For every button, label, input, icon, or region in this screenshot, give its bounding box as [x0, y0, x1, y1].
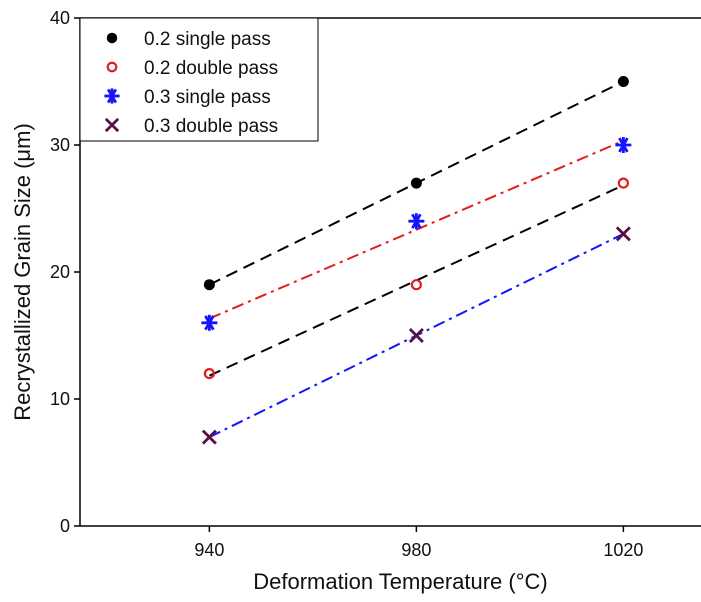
data-point	[106, 61, 118, 73]
marker-ring	[203, 368, 215, 380]
y-tick-label: 20	[50, 262, 70, 282]
x-axis-label: Deformation Temperature (°C)	[253, 569, 548, 594]
legend-item: 0.3 double pass	[104, 116, 278, 137]
x-tick-label: 940	[194, 540, 224, 560]
y-tick-label: 10	[50, 389, 70, 409]
data-point	[104, 88, 120, 104]
y-tick-label: 30	[50, 135, 70, 155]
marker-stroke	[408, 328, 424, 343]
marker-dot	[410, 177, 422, 189]
data-point	[203, 279, 215, 291]
legend-label: 0.3 double pass	[144, 116, 278, 137]
data-point	[408, 328, 424, 343]
legend-item: 0.2 double pass	[106, 58, 278, 79]
legend: 0.2 single pass 0.2 double pass 0.3 single…	[79, 17, 319, 142]
data-point	[201, 429, 217, 445]
x-tick-label: 980	[401, 540, 431, 560]
legend-item: 0.2 single pass	[106, 29, 271, 50]
data-point	[615, 137, 632, 153]
legend-item: 0.3 single pass	[104, 87, 271, 108]
data-point	[106, 32, 118, 44]
marker-dot	[617, 76, 629, 87]
data-point	[104, 117, 120, 133]
data-point	[615, 226, 631, 242]
fit-line	[208, 139, 624, 320]
marker-ring	[617, 177, 629, 189]
data-point	[410, 279, 422, 291]
marker-ring	[410, 279, 422, 291]
marker-stroke	[104, 117, 120, 133]
legend-label: 0.3 single pass	[144, 87, 271, 108]
marker-stroke	[615, 226, 631, 242]
plot-area	[201, 76, 632, 445]
y-axis-label: Recrystallized Grain Size (μm)	[10, 123, 35, 421]
marker-dot	[203, 279, 215, 291]
marker-stroke	[201, 429, 217, 445]
data-point	[410, 177, 422, 189]
data-point	[201, 314, 218, 331]
data-point	[408, 213, 425, 230]
legend-box	[79, 17, 319, 142]
legend-label: 0.2 single pass	[144, 29, 271, 50]
data-point	[617, 76, 629, 87]
marker-dot	[106, 32, 118, 44]
legend-label: 0.2 double pass	[144, 58, 278, 79]
x-tick-label: 1020	[603, 540, 643, 560]
y-tick-label: 0	[60, 516, 70, 536]
data-point	[617, 177, 629, 189]
y-tick-label: 40	[50, 8, 70, 28]
marker-ring	[106, 61, 118, 73]
data-point	[203, 368, 215, 380]
